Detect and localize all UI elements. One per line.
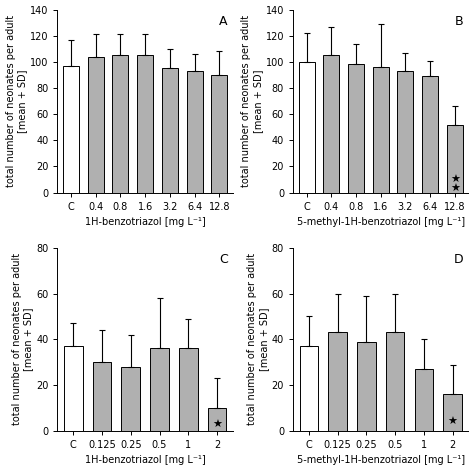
Text: B: B <box>455 15 463 28</box>
Text: ★: ★ <box>212 420 222 430</box>
Y-axis label: total number of neonates per adult
[mean + SD]: total number of neonates per adult [mean… <box>12 253 33 425</box>
Bar <box>299 62 315 193</box>
Bar <box>208 408 227 431</box>
Text: A: A <box>219 15 228 28</box>
Y-axis label: total number of neonates per adult
[mean + SD]: total number of neonates per adult [mean… <box>6 15 27 187</box>
Bar <box>137 55 153 193</box>
Bar <box>300 346 318 431</box>
Bar <box>415 369 433 431</box>
Bar <box>150 349 169 431</box>
Bar <box>443 394 462 431</box>
Bar <box>328 333 347 431</box>
Bar <box>121 367 140 431</box>
Text: ★: ★ <box>450 184 460 194</box>
Text: C: C <box>219 253 228 266</box>
Bar <box>162 68 178 193</box>
Bar <box>422 76 438 193</box>
Bar <box>112 55 128 193</box>
Y-axis label: total number of neonates per adult
[mean + SD]: total number of neonates per adult [mean… <box>247 253 269 425</box>
Bar <box>93 362 111 431</box>
Y-axis label: total number of neonates per adult
[mean + SD]: total number of neonates per adult [mean… <box>241 15 263 187</box>
Bar <box>64 346 82 431</box>
Bar <box>323 55 339 193</box>
Bar <box>447 125 463 193</box>
X-axis label: 5-methyl-1H-benzotriazol [mg L⁻¹]: 5-methyl-1H-benzotriazol [mg L⁻¹] <box>297 217 465 227</box>
Bar <box>88 57 104 193</box>
Text: ★: ★ <box>450 175 460 185</box>
Bar <box>179 349 198 431</box>
Bar <box>373 67 389 193</box>
Bar <box>357 341 376 431</box>
Bar <box>187 71 202 193</box>
Bar <box>397 71 413 193</box>
X-axis label: 5-methyl-1H-benzotriazol [mg L⁻¹]: 5-methyl-1H-benzotriazol [mg L⁻¹] <box>297 455 465 465</box>
Bar <box>348 65 364 193</box>
X-axis label: 1H-benzotriazol [mg L⁻¹]: 1H-benzotriazol [mg L⁻¹] <box>85 217 206 227</box>
Bar <box>211 75 227 193</box>
Bar <box>386 333 404 431</box>
Bar <box>63 66 79 193</box>
Text: ★: ★ <box>447 417 457 427</box>
Text: D: D <box>454 253 463 266</box>
X-axis label: 1H-benzotriazol [mg L⁻¹]: 1H-benzotriazol [mg L⁻¹] <box>85 455 206 465</box>
